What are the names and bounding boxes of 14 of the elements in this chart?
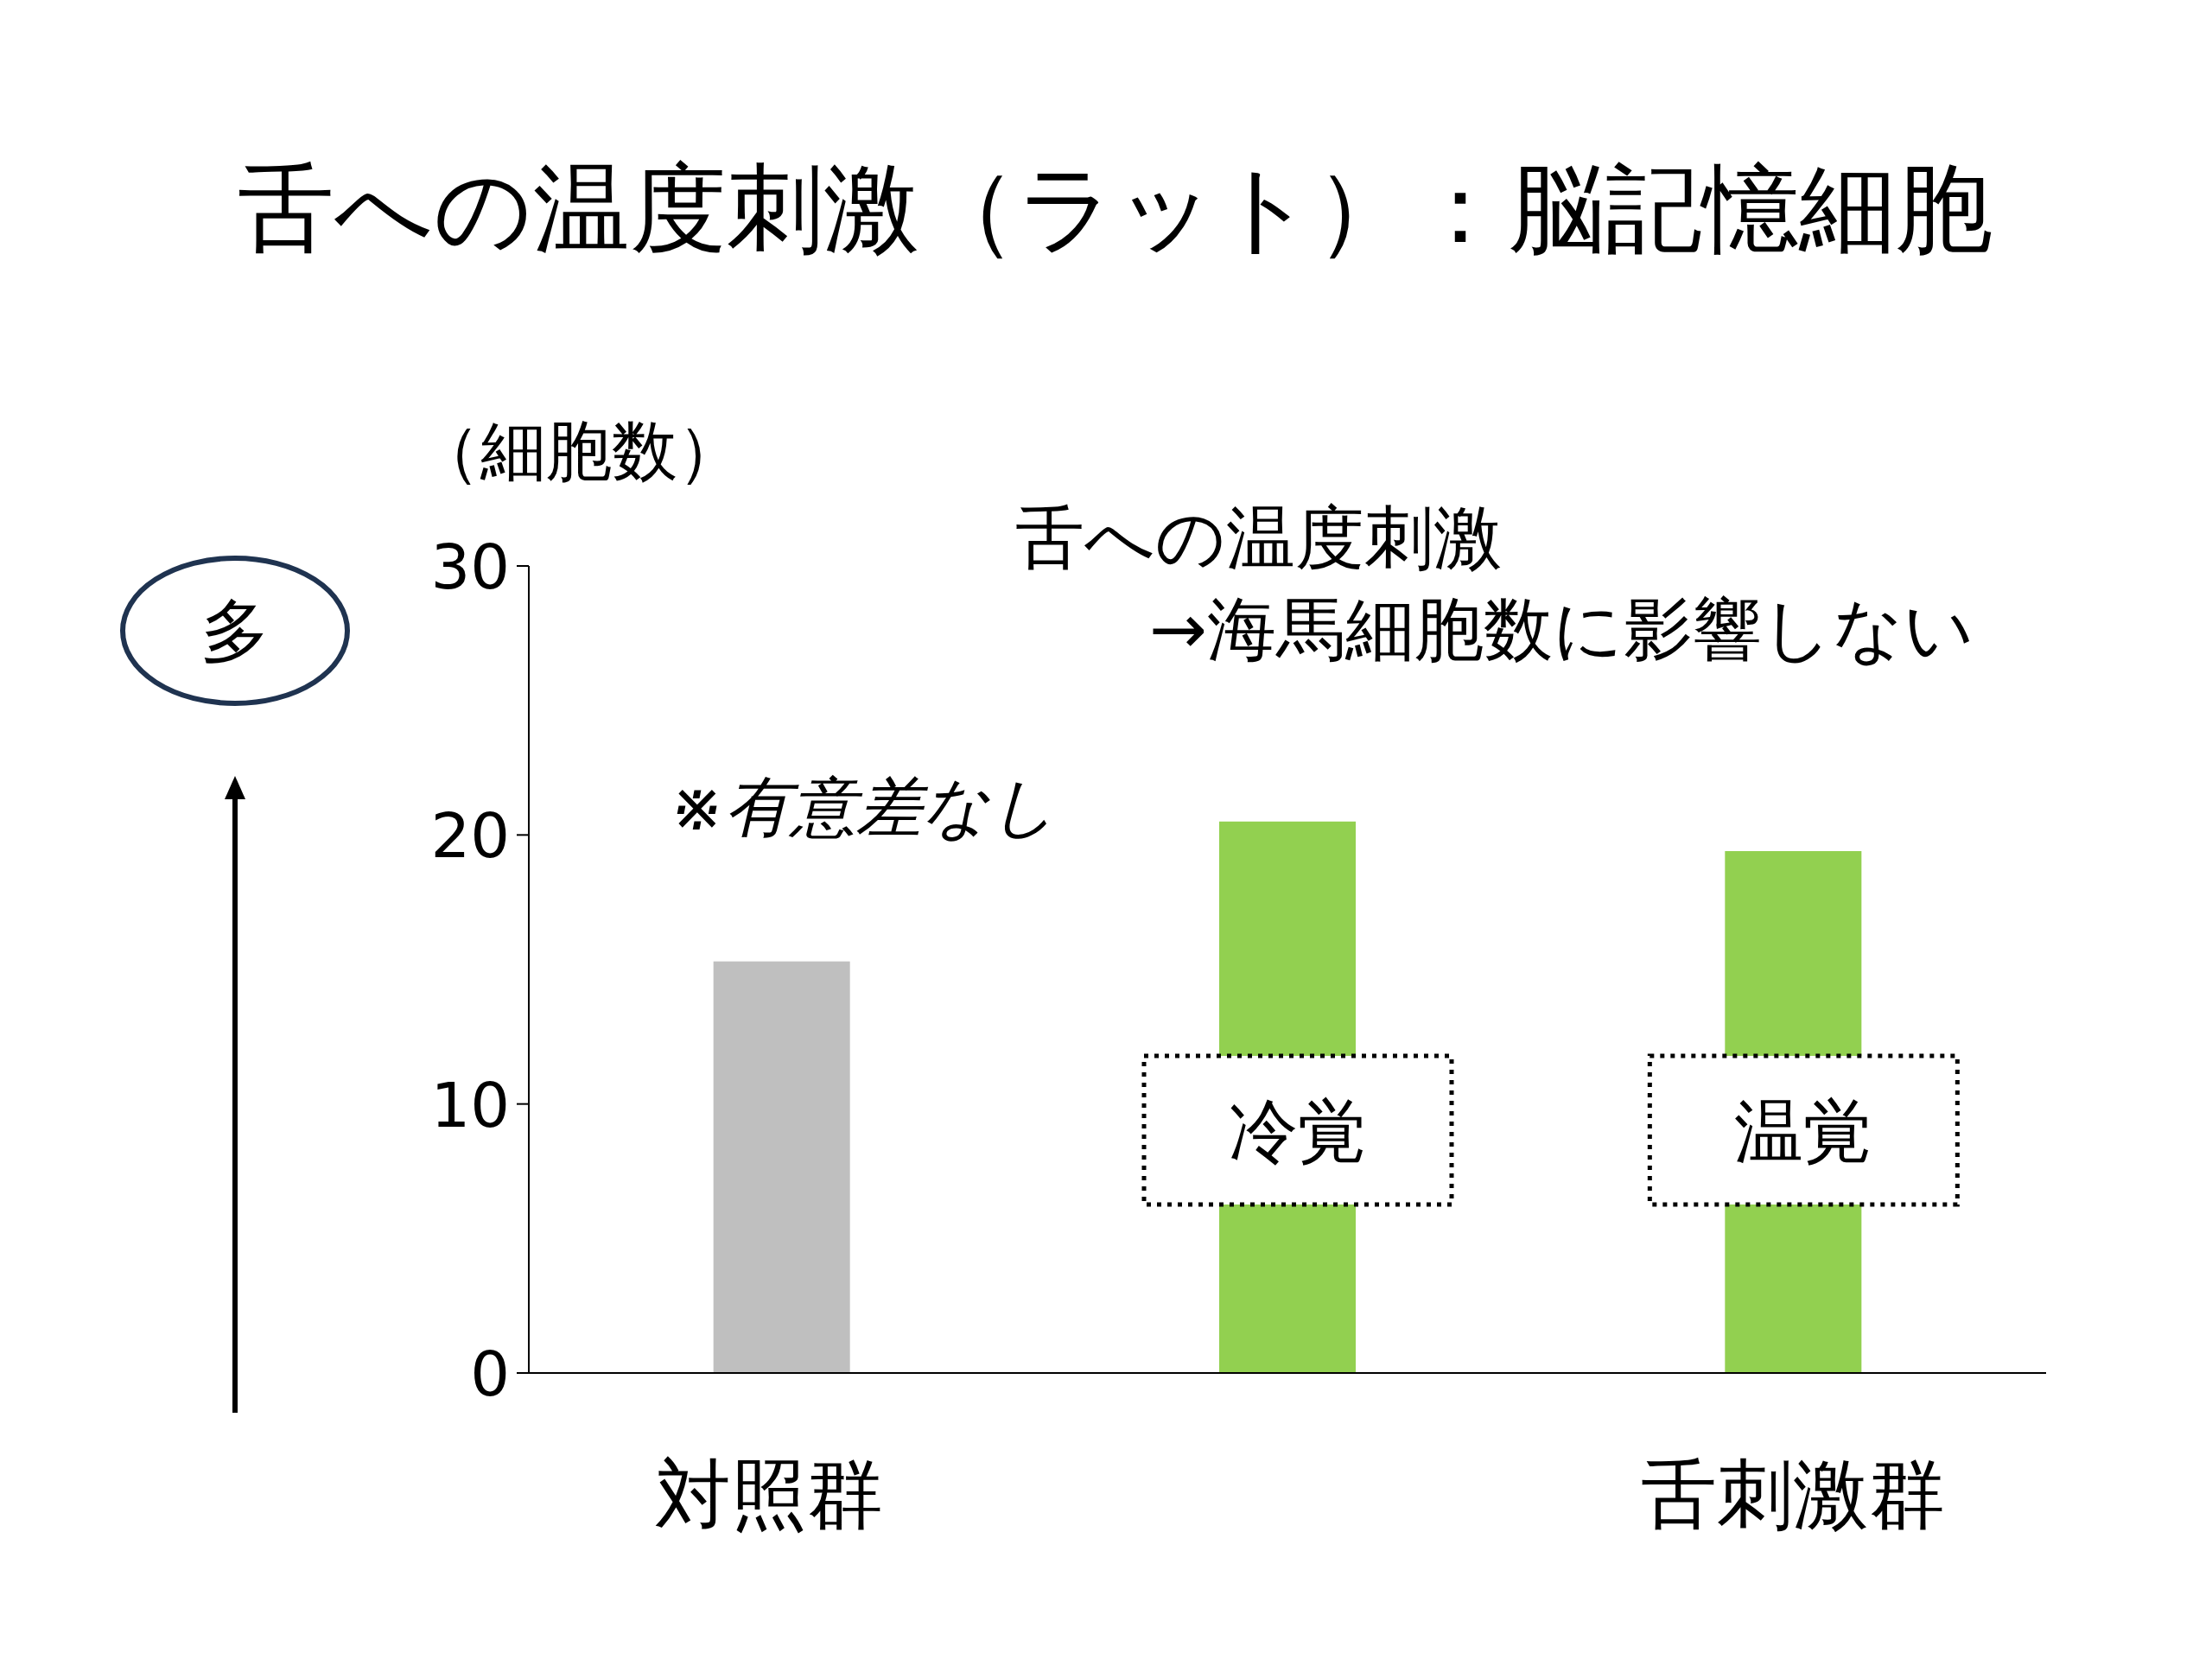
chart-title: 舌への温度刺激（ラット）：脳記憶細胞 [237,152,1993,264]
y-tick-label: 10 [430,1068,510,1141]
x-tick-label: 舌刺激群 [1641,1450,1946,1539]
y-tick-label: 0 [470,1338,510,1410]
annotation: 温覚 [1734,1091,1873,1172]
annotation: ※有意差なし [670,768,1057,845]
y-tick-label: 20 [430,799,510,873]
y-tick-label: 30 [430,531,510,603]
annotation: 舌への温度刺激 →海馬細胞数に影響しない [1015,498,1975,670]
annotation: 冷覚 [1229,1091,1367,1172]
x-tick-label: 対照群 [654,1450,883,1539]
bar [713,961,850,1373]
y-axis-title: （細胞数） [415,412,743,489]
text: 多 [200,591,270,671]
